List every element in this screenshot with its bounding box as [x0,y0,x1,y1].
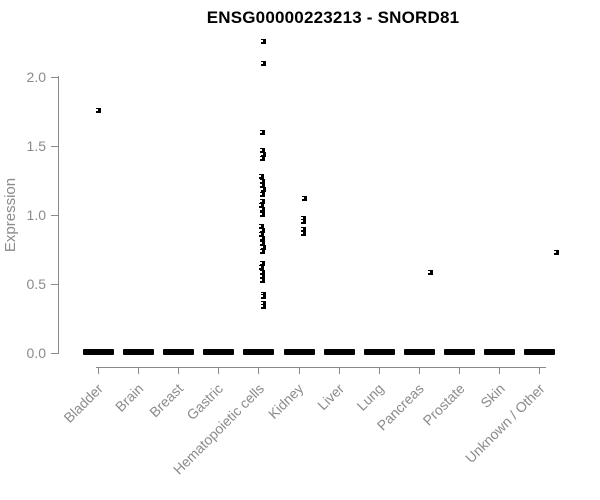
y-tick-mark [51,352,58,354]
y-tick-mark [51,145,58,147]
zero-points-cluster [444,349,476,355]
data-point [301,218,307,224]
data-point [301,230,307,236]
data-point [258,224,264,230]
y-tick-label: 0.0 [26,345,46,361]
data-point [301,226,307,232]
data-point [259,199,265,205]
x-tick-mark [298,368,300,374]
zero-points-cluster [163,349,195,355]
data-point [259,236,265,242]
x-tick-mark [97,368,99,374]
x-tick-mark [539,368,541,374]
data-point [259,248,265,254]
data-point [260,301,266,307]
x-tick-label: Prostate [419,380,468,429]
y-tick-mark [51,283,58,285]
zero-points-cluster [484,349,516,355]
data-point [259,156,265,162]
data-point [259,228,265,234]
data-point [259,211,265,217]
data-point [302,196,308,202]
x-tick-mark [218,368,220,374]
data-point [259,182,265,188]
data-point [96,108,102,114]
x-tick-label: Brain [111,380,147,415]
data-point [259,261,265,267]
data-point [260,294,266,300]
x-tick-mark [338,368,340,374]
data-point [258,232,264,238]
data-point [258,174,264,180]
x-tick-mark [378,368,380,374]
x-tick-label: Lung [353,380,388,414]
data-point [259,178,265,184]
x-tick-mark [258,368,260,374]
data-point [258,203,264,209]
x-tick-label: Liver [314,380,347,414]
data-point [260,291,266,297]
data-point [260,304,266,310]
zero-points-cluster [203,349,235,355]
data-point [301,215,307,221]
data-point [260,39,266,45]
zero-points-cluster [283,349,315,355]
data-point [427,269,433,275]
data-point [259,277,265,283]
zero-points-cluster [404,349,435,355]
y-tick-mark [51,214,58,216]
chart-title: ENSG00000223213 - SNORD81 [206,8,460,27]
y-tick-mark [51,76,58,78]
x-tick-label: Bladder [60,380,106,426]
data-point [259,240,265,246]
zero-points-cluster [363,349,395,355]
x-tick-label: Breast [146,380,187,421]
data-point [260,186,266,192]
data-point [260,244,266,250]
zero-points-cluster [122,349,154,355]
zero-points-cluster [82,349,114,355]
x-tick-mark [137,368,139,374]
y-tick-label: 1.0 [26,207,46,223]
data-point [260,61,266,67]
zero-points-cluster [323,349,355,355]
data-point [258,265,264,271]
x-tick-mark [459,368,461,374]
data-point [259,207,265,213]
x-tick-mark [499,368,501,374]
data-point [259,273,265,279]
data-point [553,250,559,256]
x-tick-label: Skin [476,380,508,411]
y-tick-label: 1.5 [26,138,46,154]
x-axis-line [96,367,546,368]
x-tick-label: Kidney [265,380,307,422]
data-point [260,152,266,158]
data-point [259,130,265,136]
zero-points-cluster [243,349,275,355]
y-tick-label: 2.0 [26,69,46,85]
data-point [259,192,265,198]
x-tick-mark [419,368,420,374]
zero-points-cluster [524,349,556,355]
data-point [259,269,265,275]
data-point [259,148,265,154]
y-tick-label: 0.5 [26,276,46,292]
x-tick-mark [178,368,180,374]
y-axis-line [58,76,59,354]
